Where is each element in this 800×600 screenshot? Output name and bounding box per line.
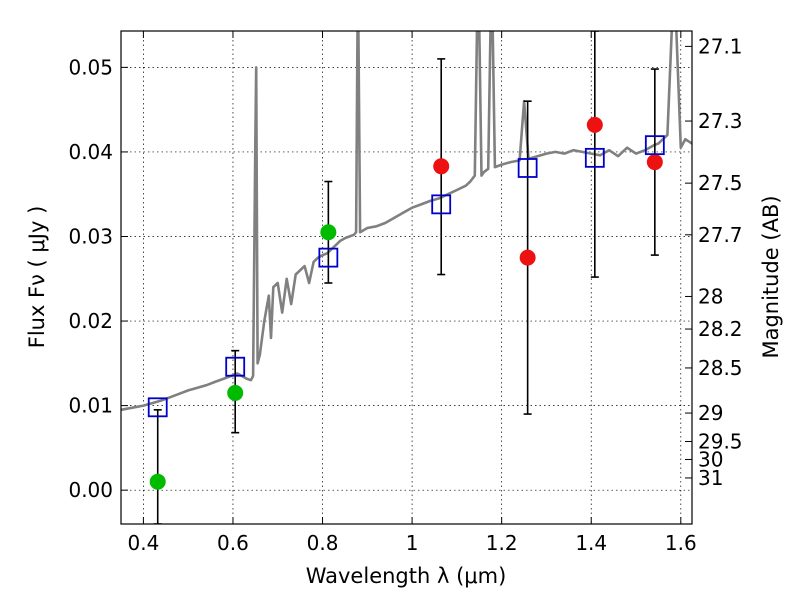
model-photometry-square: [644, 135, 665, 156]
mag-tick-label: 29.5: [698, 430, 743, 454]
x-tick-label: 1.6: [665, 531, 697, 555]
x-tick-label: 1: [406, 531, 419, 555]
x-tick-label: 0.4: [127, 531, 159, 555]
observed-green-point: [149, 473, 166, 490]
axes-frame: [120, 30, 693, 525]
x-tick-label: 0.8: [307, 531, 339, 555]
x-tick-label: 1.2: [486, 531, 518, 555]
x-axis-label: Wavelength λ (μm): [306, 564, 507, 588]
mag-tick-label: 30: [698, 447, 723, 471]
mag-tick-label: 31: [698, 466, 723, 490]
observed-red-point: [433, 158, 450, 175]
y-tick-label: 0.04: [68, 140, 113, 164]
observed-red-point: [586, 116, 603, 133]
x-tick-label: 0.6: [217, 531, 249, 555]
model-photometry-square: [147, 397, 168, 418]
y-axis-label: Flux Fν ( μJy ): [25, 206, 49, 349]
y-tick-label: 0.00: [68, 478, 113, 502]
mag-tick-label: 27.3: [698, 109, 743, 133]
observed-red-point: [646, 154, 663, 171]
mag-tick-label: 28.5: [698, 356, 743, 380]
y-tick-label: 0.03: [68, 224, 113, 248]
model-photometry-square: [225, 356, 246, 377]
axis-ticks: 0.4 0.6 0.8 1 1.2 1.4 1.6 0.00 0.01 0.02 0.03 0.04 0…: [68, 31, 743, 555]
plot-area: [121, 31, 692, 524]
mag-tick-label: 27.5: [698, 171, 743, 195]
observed-red-point: [519, 249, 536, 266]
mag-tick-label: 27.1: [698, 34, 743, 58]
observed-green-point: [227, 384, 244, 401]
mag-tick-label: 29: [698, 401, 723, 425]
model-photometry-square: [584, 147, 605, 168]
y2-axis-label: Magnitude (AB): [759, 195, 783, 358]
model-photometry-square: [431, 194, 452, 215]
y-tick-label: 0.02: [68, 309, 113, 333]
observed-green-point: [320, 224, 337, 241]
mag-tick-label: 28: [698, 284, 723, 308]
mag-tick-label: 27.7: [698, 223, 743, 247]
x-tick-label: 1.4: [575, 531, 607, 555]
mag-tick-label: 28.2: [698, 317, 743, 341]
y-tick-label: 0.01: [68, 394, 113, 418]
model-photometry-square: [318, 247, 339, 268]
model-photometry-square: [517, 158, 538, 178]
model-spectrum-line: [121, 31, 692, 412]
grid-lines: [121, 31, 692, 524]
y-tick-label: 0.05: [68, 55, 113, 79]
